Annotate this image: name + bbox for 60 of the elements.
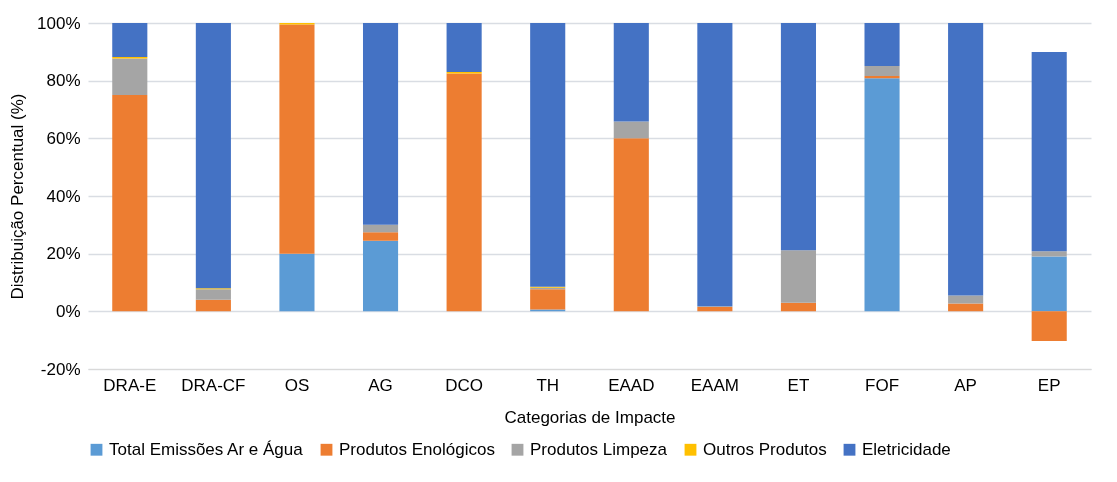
bar xyxy=(780,250,817,303)
bar xyxy=(530,23,566,287)
x-axis-title: Categorias de Impacte xyxy=(504,407,676,427)
bar xyxy=(948,23,984,296)
bar xyxy=(1031,52,1067,252)
bar xyxy=(1031,311,1067,342)
x-tick-label: FOF xyxy=(865,375,900,395)
x-tick-label: DRA-E xyxy=(103,375,157,395)
y-axis-title: Distribuição Percentual (%) xyxy=(8,93,28,300)
x-tick-label: DRA-CF xyxy=(181,375,246,395)
bar xyxy=(613,23,649,122)
bar xyxy=(864,78,900,312)
bar xyxy=(112,95,148,312)
x-tick-label: AG xyxy=(368,375,393,395)
bar xyxy=(864,65,900,77)
legend-label: Produtos Limpeza xyxy=(530,439,668,459)
legend-label: Eletricidade xyxy=(862,439,951,459)
bar xyxy=(279,253,315,312)
bar xyxy=(446,23,482,73)
x-tick-label: ET xyxy=(787,375,810,395)
y-tick-label: 40% xyxy=(46,186,81,206)
bar xyxy=(948,295,984,304)
bar xyxy=(613,138,649,312)
x-tick-label: OS xyxy=(284,375,310,395)
bar xyxy=(195,299,231,312)
bar xyxy=(780,23,817,251)
y-tick-label: 80% xyxy=(46,71,81,91)
bar xyxy=(112,23,148,58)
y-tick-label: -20% xyxy=(40,359,81,379)
bar xyxy=(362,240,399,312)
bar xyxy=(1031,251,1067,257)
bar xyxy=(195,23,231,289)
legend-label: Produtos Enológicos xyxy=(339,439,495,459)
bar xyxy=(362,232,399,241)
bar xyxy=(948,303,984,312)
y-tick-label: 20% xyxy=(46,244,81,264)
bar xyxy=(362,224,399,233)
x-tick-label: AP xyxy=(954,375,977,395)
x-tick-label: TH xyxy=(536,375,560,395)
bar xyxy=(697,23,733,307)
bar xyxy=(530,289,566,310)
bar xyxy=(112,58,148,96)
bar xyxy=(446,73,482,312)
y-tick-label: 60% xyxy=(46,128,81,148)
bar xyxy=(613,121,649,139)
bar xyxy=(697,307,733,312)
legend-label: Total Emissões Ar e Água xyxy=(109,439,304,459)
bar xyxy=(362,23,399,225)
x-tick-label: DCO xyxy=(445,375,484,395)
y-tick-label: 100% xyxy=(37,13,81,33)
bar xyxy=(279,24,315,254)
x-tick-label: EAAD xyxy=(608,375,655,395)
x-tick-label: EP xyxy=(1037,375,1061,395)
bar xyxy=(864,23,900,66)
bar xyxy=(195,289,231,300)
x-tick-label: EAAM xyxy=(690,375,739,395)
legend-label: Outros Produtos xyxy=(703,439,827,459)
bar xyxy=(1031,256,1067,312)
bar xyxy=(780,302,817,312)
y-tick-label: 0% xyxy=(55,301,81,321)
